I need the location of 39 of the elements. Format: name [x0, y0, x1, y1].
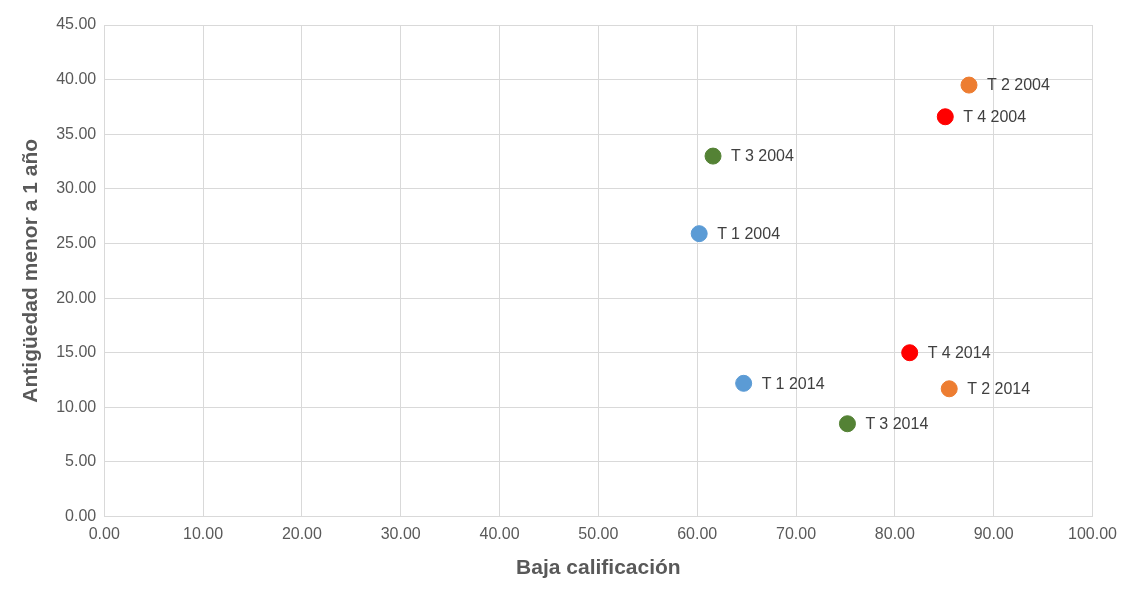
- x-tick-label: 100.00: [1068, 524, 1118, 542]
- y-tick-label: 10.00: [56, 397, 97, 415]
- y-tick-label: 40.00: [56, 70, 97, 88]
- x-tick-label: 0.00: [88, 524, 120, 542]
- annotation: T 3 2004: [731, 147, 794, 165]
- point: [735, 374, 753, 392]
- annotation: T 4 2004: [963, 108, 1027, 126]
- y-tick-label: 35.00: [56, 124, 97, 142]
- x-tick-label: 90.00: [973, 524, 1014, 542]
- x-tick-label: 30.00: [380, 524, 421, 542]
- x-axis-title: Baja calificación: [516, 555, 681, 579]
- point: [838, 415, 856, 433]
- x-tick-label: 70.00: [776, 524, 817, 542]
- y-axis-title: Antigüedad menor a 1 año: [18, 138, 42, 403]
- annotation: T 2 2014: [967, 380, 1031, 398]
- y-tick-label: 30.00: [56, 179, 97, 197]
- annotation: T 2 2004: [986, 76, 1050, 94]
- y-tick-label: 0.00: [65, 507, 97, 525]
- y-tick-label: 25.00: [56, 233, 97, 251]
- point: [704, 147, 722, 165]
- y-tick-label: 20.00: [56, 288, 97, 306]
- x-tick-label: 20.00: [281, 524, 323, 542]
- x-tick-label: 50.00: [578, 524, 619, 542]
- point: [901, 344, 919, 362]
- annotation: T 4 2014: [927, 344, 991, 362]
- x-tick-label: 40.00: [479, 524, 520, 542]
- y-tick-label: 45.00: [56, 15, 97, 33]
- x-tick-label: 60.00: [677, 524, 718, 542]
- x-tick-label: 80.00: [874, 524, 915, 542]
- point: [960, 76, 978, 94]
- annotation: T 1 2004: [717, 225, 781, 243]
- y-tick-label: 15.00: [56, 343, 97, 361]
- y-tick-label: 5.00: [65, 452, 97, 470]
- point: [690, 225, 708, 243]
- point: [940, 380, 958, 398]
- annotation: T 3 2014: [865, 415, 929, 433]
- x-tick-label: 10.00: [183, 524, 224, 542]
- annotation: T 1 2014: [761, 374, 825, 392]
- point: [936, 108, 954, 126]
